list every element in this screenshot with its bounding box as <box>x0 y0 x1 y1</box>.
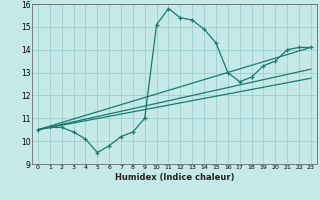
X-axis label: Humidex (Indice chaleur): Humidex (Indice chaleur) <box>115 173 234 182</box>
